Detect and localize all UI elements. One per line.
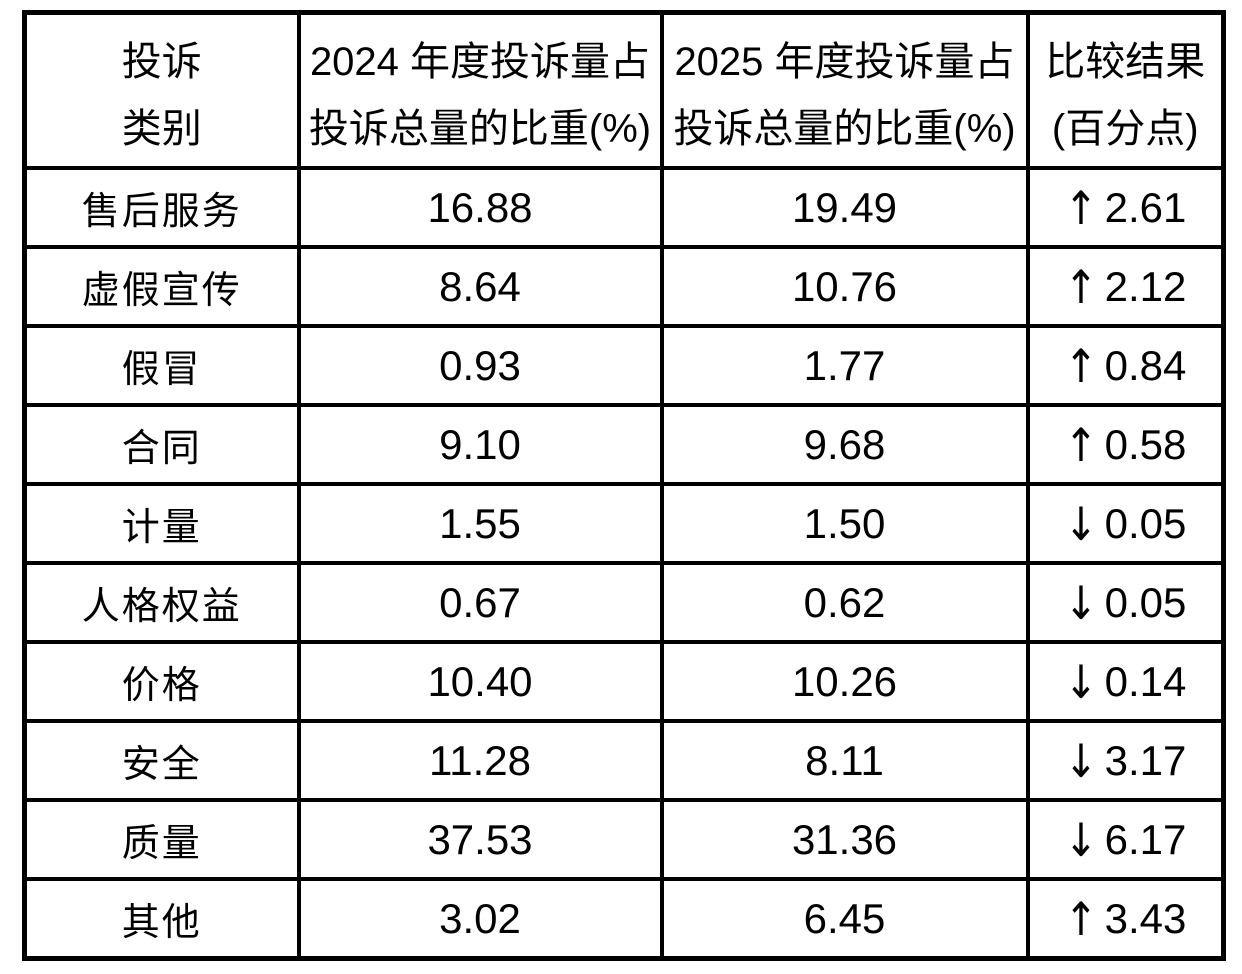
down-arrow-icon: ↓ xyxy=(1064,814,1098,867)
header-line: 2025 年度投诉量占 xyxy=(674,40,1015,84)
share-2025-cell: 1.50 xyxy=(659,482,1030,565)
share-2024-cell: 8.64 xyxy=(296,245,664,328)
category-cell: 质量 xyxy=(22,798,301,881)
change-value: 2.12 xyxy=(1104,262,1187,310)
up-arrow-icon: ↑ xyxy=(1064,182,1098,235)
share-2024-cell: 11.28 xyxy=(296,719,664,802)
table-row: 人格权益 0.67 0.62 ↓ 0.05 xyxy=(22,561,1226,644)
table-row: 虚假宣传 8.64 10.76 ↑ 2.12 xyxy=(22,245,1226,328)
header-line: 投诉总量的比重(%) xyxy=(308,107,652,151)
change-cell: ↑ 0.84 xyxy=(1025,324,1226,407)
category-cell: 其他 xyxy=(22,877,301,961)
table-row: 售后服务 16.88 19.49 ↑ 2.61 xyxy=(22,166,1226,249)
header-2025-share: 2025 年度投诉量占 投诉总量的比重(%) xyxy=(659,10,1030,170)
category-cell: 假冒 xyxy=(22,324,301,407)
share-2024-cell: 3.02 xyxy=(296,877,664,961)
up-arrow-icon: ↑ xyxy=(1064,893,1098,946)
table-row: 假冒 0.93 1.77 ↑ 0.84 xyxy=(22,324,1226,407)
share-2025-cell: 31.36 xyxy=(659,798,1030,881)
change-cell: ↓ 0.05 xyxy=(1025,561,1226,644)
category-cell: 虚假宣传 xyxy=(22,245,301,328)
share-2024-cell: 16.88 xyxy=(296,166,664,249)
up-arrow-icon: ↑ xyxy=(1064,340,1098,393)
change-cell: ↓ 0.05 xyxy=(1025,482,1226,565)
share-2024-cell: 9.10 xyxy=(296,403,664,486)
header-2024-share: 2024 年度投诉量占 投诉总量的比重(%) xyxy=(296,10,664,170)
change-cell: ↑ 0.58 xyxy=(1025,403,1226,486)
down-arrow-icon: ↓ xyxy=(1064,735,1098,788)
header-line: 类别 xyxy=(121,107,202,151)
complaint-comparison-table: 投诉 类别 2024 年度投诉量占 投诉总量的比重(%) 2025 年度投诉量占… xyxy=(22,10,1226,961)
table-row: 安全 11.28 8.11 ↓ 3.17 xyxy=(22,719,1226,802)
share-2025-cell: 19.49 xyxy=(659,166,1030,249)
change-cell: ↑ 3.43 xyxy=(1025,877,1226,961)
table-row: 计量 1.55 1.50 ↓ 0.05 xyxy=(22,482,1226,565)
category-cell: 计量 xyxy=(22,482,301,565)
change-value: 0.05 xyxy=(1104,499,1187,547)
change-cell: ↓ 6.17 xyxy=(1025,798,1226,881)
category-cell: 安全 xyxy=(22,719,301,802)
down-arrow-icon: ↓ xyxy=(1064,498,1098,551)
header-line: 比较结果 xyxy=(1045,40,1206,84)
share-2024-cell: 0.67 xyxy=(296,561,664,644)
change-value: 3.43 xyxy=(1104,894,1187,942)
category-cell: 人格权益 xyxy=(22,561,301,644)
header-line: 投诉 xyxy=(121,40,202,84)
share-2025-cell: 10.26 xyxy=(659,640,1030,723)
up-arrow-icon: ↑ xyxy=(1064,419,1098,472)
header-category: 投诉 类别 xyxy=(22,10,301,170)
down-arrow-icon: ↓ xyxy=(1064,577,1098,630)
share-2024-cell: 10.40 xyxy=(296,640,664,723)
share-2025-cell: 0.62 xyxy=(659,561,1030,644)
change-value: 0.58 xyxy=(1104,420,1187,468)
table-row: 质量 37.53 31.36 ↓ 6.17 xyxy=(22,798,1226,881)
share-2024-cell: 0.93 xyxy=(296,324,664,407)
category-cell: 合同 xyxy=(22,403,301,486)
share-2025-cell: 6.45 xyxy=(659,877,1030,961)
up-arrow-icon: ↑ xyxy=(1064,261,1098,314)
header-row: 投诉 类别 2024 年度投诉量占 投诉总量的比重(%) 2025 年度投诉量占… xyxy=(22,10,1226,170)
category-cell: 价格 xyxy=(22,640,301,723)
change-cell: ↓ 3.17 xyxy=(1025,719,1226,802)
change-value: 3.17 xyxy=(1104,736,1187,784)
down-arrow-icon: ↓ xyxy=(1064,656,1098,709)
share-2025-cell: 10.76 xyxy=(659,245,1030,328)
change-value: 0.05 xyxy=(1104,578,1187,626)
change-value: 0.84 xyxy=(1104,341,1187,389)
change-cell: ↑ 2.12 xyxy=(1025,245,1226,328)
change-value: 6.17 xyxy=(1104,815,1187,863)
change-value: 2.61 xyxy=(1104,183,1187,231)
table-row: 价格 10.40 10.26 ↓ 0.14 xyxy=(22,640,1226,723)
share-2025-cell: 1.77 xyxy=(659,324,1030,407)
change-cell: ↑ 2.61 xyxy=(1025,166,1226,249)
header-line: (百分点) xyxy=(1051,107,1199,151)
header-line: 投诉总量的比重(%) xyxy=(673,107,1016,151)
change-value: 0.14 xyxy=(1104,657,1187,705)
header-line: 2024 年度投诉量占 xyxy=(309,40,651,84)
category-cell: 售后服务 xyxy=(22,166,301,249)
table-row: 其他 3.02 6.45 ↑ 3.43 xyxy=(22,877,1226,961)
table-row: 合同 9.10 9.68 ↑ 0.58 xyxy=(22,403,1226,486)
share-2025-cell: 8.11 xyxy=(659,719,1030,802)
change-cell: ↓ 0.14 xyxy=(1025,640,1226,723)
share-2024-cell: 37.53 xyxy=(296,798,664,881)
share-2025-cell: 9.68 xyxy=(659,403,1030,486)
header-comparison: 比较结果 (百分点) xyxy=(1025,10,1226,170)
share-2024-cell: 1.55 xyxy=(296,482,664,565)
